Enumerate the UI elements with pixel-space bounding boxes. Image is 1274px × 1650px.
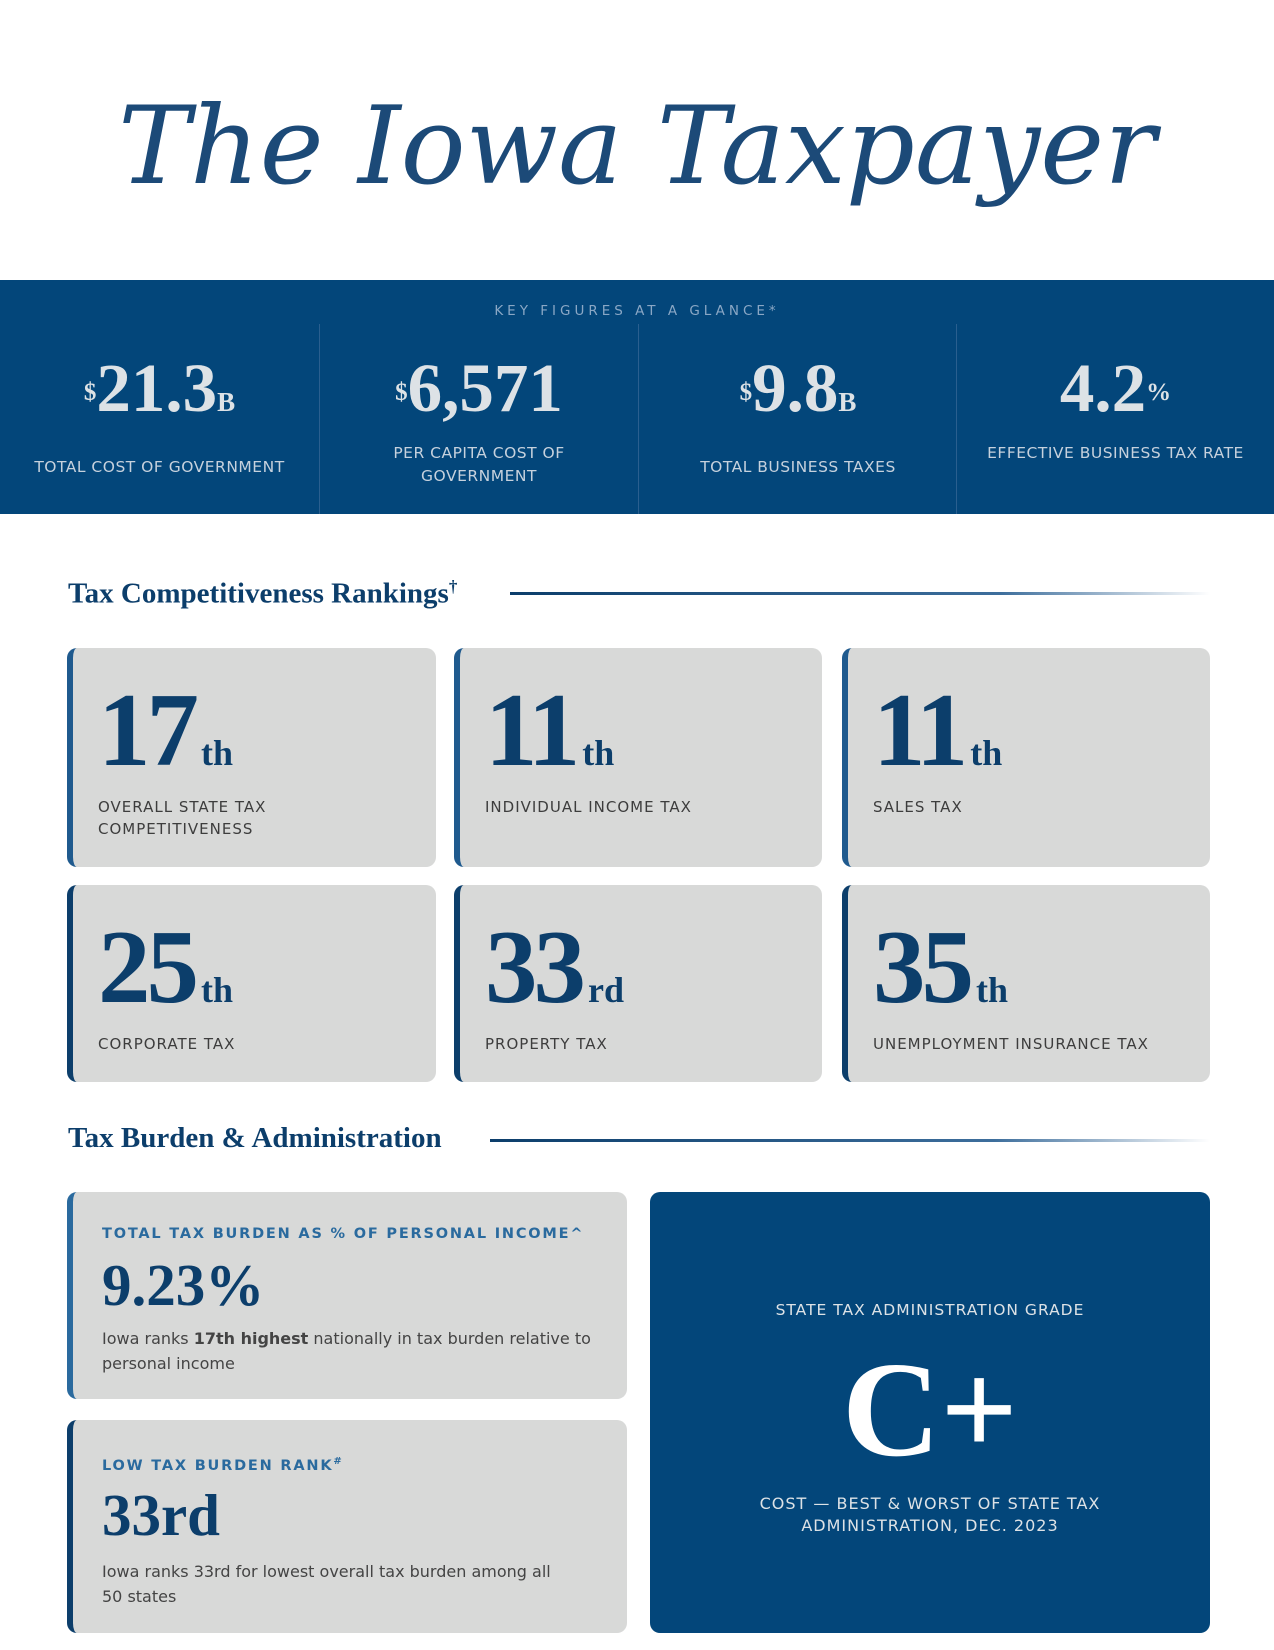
low-burden-value: 33rd [102, 1482, 220, 1548]
key-figure-label: EFFECTIVE BUSINESS TAX RATE [987, 444, 1244, 462]
key-figures-title: KEY FIGURES AT A GLANCE* [494, 303, 780, 319]
key-figure: $6,571 PER CAPITA COST OF GOVERNMENT [319, 324, 638, 514]
burden-title: Tax Burden & Administration [68, 1122, 442, 1154]
key-figure: $9.8B TOTAL BUSINESS TAXES [638, 324, 957, 514]
prefix: $ [395, 379, 408, 406]
suffix: B [217, 387, 236, 417]
masthead-logo: The Iowa Taxpayer [118, 84, 1156, 209]
suffix: % [1146, 379, 1172, 406]
key-figure: 4.2% EFFECTIVE BUSINESS TAX RATE [956, 324, 1274, 514]
key-figures-band: $21.3B TOTAL COST OF GOVERNMENT $6,571 P… [0, 280, 1274, 514]
rank-label: INDIVIDUAL INCOME TAX [485, 798, 692, 816]
low-burden-card: LOW TAX BURDEN RANK# 33rd Iowa ranks 33r… [67, 1420, 627, 1633]
rank-label: SALES TAX [873, 798, 963, 816]
key-figure-value: 9.8 [752, 350, 839, 426]
suffix: B [838, 387, 857, 417]
low-burden-desc: Iowa ranks 33rd for lowest overall tax b… [102, 1562, 551, 1606]
rankings-title-mark: † [448, 577, 458, 596]
key-figure-value: 21.3 [96, 350, 218, 426]
prefix: $ [83, 379, 97, 406]
key-figure-label: PER CAPITA COST OF GOVERNMENT [393, 444, 565, 485]
section-divider [510, 592, 1210, 595]
rankings-title-text: Tax Competitiveness Rankings [68, 577, 449, 610]
key-figure: $21.3B TOTAL COST OF GOVERNMENT [0, 324, 319, 514]
rank-label: OVERALL STATE TAX COMPETITIVENESS [98, 798, 267, 838]
rank-label: PROPERTY TAX [485, 1035, 608, 1053]
admin-grade-card: STATE TAX ADMINISTRATION GRADE C+ COST —… [650, 1192, 1210, 1633]
rankings-title: Tax Competitiveness Rankings† [68, 577, 457, 611]
tax-burden-value: 9.23% [102, 1252, 265, 1318]
section-divider [490, 1139, 1210, 1142]
tax-burden-heading: TOTAL TAX BURDEN AS % OF PERSONAL INCOME… [102, 1226, 585, 1242]
tax-burden-desc: Iowa ranks 17th highest nationally in ta… [102, 1329, 591, 1373]
key-figure-label: TOTAL BUSINESS TAXES [700, 458, 896, 476]
key-figure-value: 4.2 [1059, 350, 1147, 426]
grade-heading: STATE TAX ADMINISTRATION GRADE [775, 1301, 1085, 1319]
grade-value: C+ [842, 1335, 1018, 1485]
low-burden-heading: LOW TAX BURDEN RANK# [102, 1456, 344, 1474]
key-figure-value: 6,571 [407, 350, 563, 426]
prefix: $ [739, 379, 753, 406]
grade-source: COST — BEST & WORST OF STATE TAX ADMINIS… [759, 1494, 1101, 1535]
tax-burden-card: TOTAL TAX BURDEN AS % OF PERSONAL INCOME… [67, 1192, 627, 1399]
rank-label: UNEMPLOYMENT INSURANCE TAX [873, 1035, 1149, 1053]
key-figure-label: TOTAL COST OF GOVERNMENT [34, 458, 285, 476]
rank-label: CORPORATE TAX [98, 1035, 236, 1053]
